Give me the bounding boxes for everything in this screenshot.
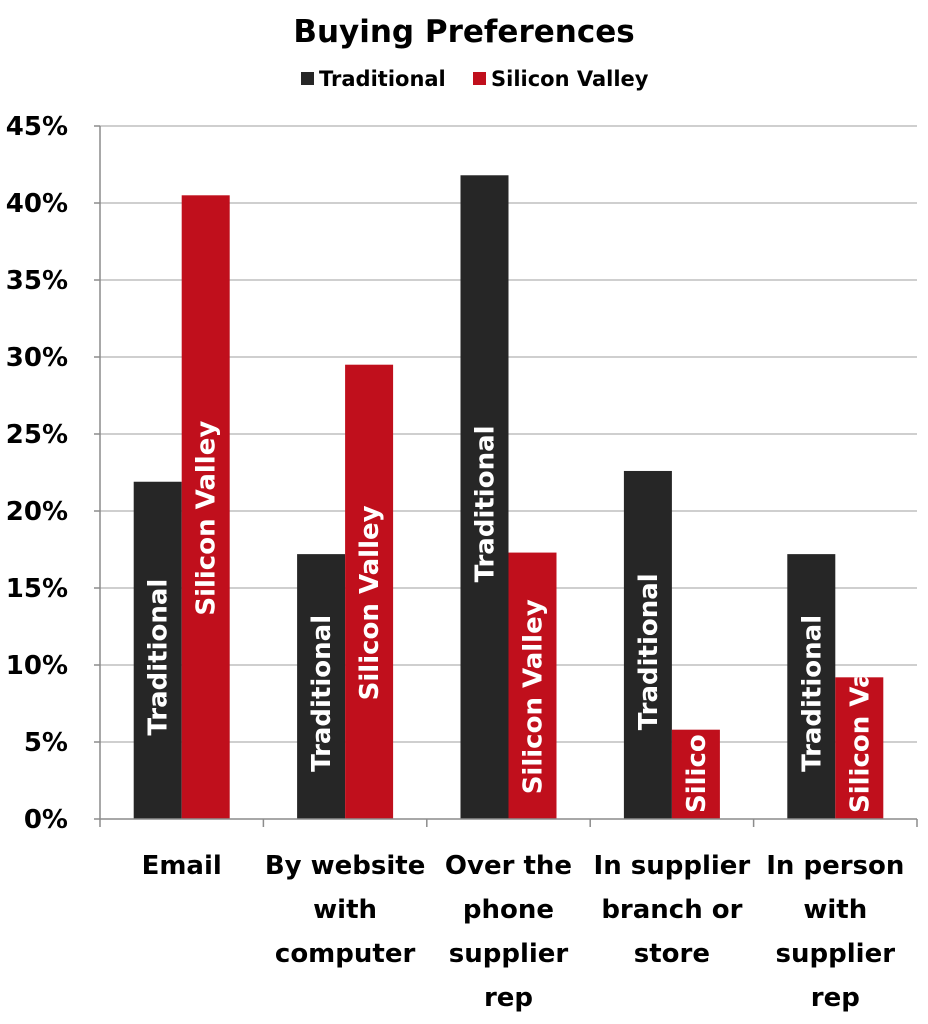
legend-label-traditional: Traditional (319, 67, 446, 91)
bar (671, 729, 720, 819)
bar-label: Silicon Valley (192, 421, 222, 616)
bars: Traditional Silicon Valley Traditional Sili… (133, 175, 884, 820)
legend-swatch-silicon-valley (473, 72, 486, 85)
x-category-label: In person with supplier rep (766, 851, 904, 1013)
bar (133, 481, 182, 819)
legend-swatch-traditional (301, 72, 314, 85)
y-tick-label: 20% (6, 497, 68, 527)
y-tick-label: 25% (6, 420, 68, 450)
y-tick-label: 45% (6, 112, 68, 142)
x-category-label: By website with computer (265, 851, 426, 969)
y-axis-ticks: 0% 5% 10% 15% 20% 25% 30% 35% 40% 45% (6, 112, 100, 835)
y-tick-label: 35% (6, 266, 68, 296)
bar-label: Silicon Va (845, 670, 875, 813)
y-tick-label: 0% (24, 805, 68, 835)
y-tick-label: 10% (6, 651, 68, 681)
x-category-label: Email (142, 851, 222, 881)
bar-label: Silicon Valley (355, 505, 385, 700)
bar (297, 554, 346, 819)
bar (508, 552, 557, 819)
bar-label: Traditional (307, 615, 337, 772)
y-tick-label: 40% (6, 189, 68, 219)
bar (623, 470, 672, 819)
y-tick-label: 15% (6, 574, 68, 604)
chart-title: Buying Preferences (293, 14, 634, 50)
legend: Traditional Silicon Valley (301, 67, 649, 91)
y-tick-label: 5% (24, 728, 68, 758)
x-category-label: In supplier branch or store (594, 851, 751, 969)
x-category-label: Over the phone supplier rep (445, 851, 572, 1013)
bar (181, 195, 230, 820)
bar-label: Traditional (471, 425, 501, 582)
bar (835, 677, 884, 819)
legend-label-silicon-valley: Silicon Valley (491, 67, 649, 91)
bar-label: Traditional (634, 573, 664, 730)
y-tick-label: 30% (6, 343, 68, 373)
bar-label: Silico (682, 734, 712, 813)
x-axis (99, 126, 918, 827)
bar-label: Traditional (144, 579, 174, 736)
bar (460, 175, 509, 819)
bar (345, 364, 394, 819)
bar (787, 554, 836, 819)
bar-label: Traditional (797, 615, 827, 772)
bar-label: Silicon Valley (519, 599, 549, 794)
